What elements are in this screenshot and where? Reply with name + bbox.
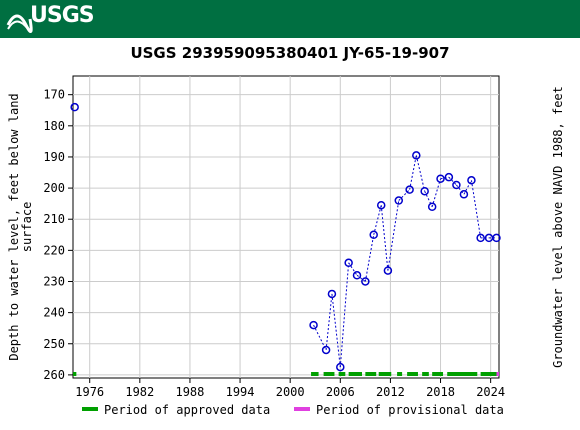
y-axis-label-left-line1: Depth to water level, feet below land	[7, 93, 21, 360]
left-tick-label: 260	[43, 368, 65, 382]
approved-period-bar	[323, 372, 335, 376]
usgs-logo-icon	[6, 14, 33, 33]
data-point	[309, 320, 318, 330]
series-connector	[380, 205, 389, 271]
x-axis: 1976 1982 1988 1994 2000 2006 2012 2018 2024	[75, 378, 505, 399]
series-connector	[409, 155, 417, 190]
series-connector	[325, 293, 333, 351]
series-connector	[364, 234, 375, 282]
series-connector	[387, 200, 400, 271]
x-tick-label: 2012	[376, 385, 405, 399]
x-tick-label: 2018	[426, 385, 455, 399]
left-tick-label: 220	[43, 243, 65, 257]
y-axis-label-right: Groundwater level above NAVD 1988, feet	[551, 86, 565, 368]
data-point	[352, 271, 362, 280]
approved-period-bar	[422, 372, 429, 376]
data-point	[492, 233, 501, 243]
series-connector	[339, 262, 350, 368]
chart-title: USGS 293959095380401 JY-65-19-907	[130, 44, 450, 62]
approved-period-bar	[447, 372, 478, 376]
grid-lines	[73, 76, 499, 378]
approved-period-bar	[407, 372, 418, 376]
legend-provisional-label: Period of provisional data	[316, 403, 504, 417]
approved-period-bar	[338, 372, 346, 376]
data-point	[336, 362, 345, 372]
data-point	[427, 202, 437, 212]
left-tick-label: 180	[43, 119, 65, 133]
x-tick-label: 1976	[75, 385, 104, 399]
usgs-banner: USGS	[0, 0, 580, 38]
data-point	[405, 185, 414, 194]
data-point	[420, 186, 429, 196]
approved-period-bar	[397, 372, 403, 376]
series-connector	[431, 178, 442, 207]
data-point	[444, 172, 454, 182]
data-point	[327, 289, 337, 299]
series-connector	[373, 205, 382, 235]
approved-period-bar	[378, 372, 392, 376]
x-tick-label: 2000	[276, 385, 305, 399]
legend-approved-swatch	[82, 407, 98, 411]
series-connector	[448, 176, 457, 186]
approval-period-bars	[73, 372, 499, 376]
approved-period-bar	[480, 372, 497, 376]
series-connector	[415, 155, 426, 192]
left-tick-label: 210	[43, 212, 65, 226]
data-point	[361, 277, 370, 286]
data-point	[376, 200, 386, 210]
left-tick-label: 250	[43, 337, 65, 351]
x-tick-label: 1988	[175, 385, 204, 399]
data-point	[344, 258, 353, 268]
x-tick-label: 2006	[326, 385, 355, 399]
x-tick-label: 1994	[226, 385, 255, 399]
legend-provisional-swatch	[294, 407, 310, 411]
data-series	[70, 102, 501, 372]
data-point	[452, 180, 461, 190]
series-connector	[424, 190, 433, 207]
y-axis-label-left: Depth to water level, feet below landsur…	[7, 93, 34, 360]
data-point	[321, 345, 331, 355]
data-point	[476, 233, 485, 243]
approved-period-bar	[311, 372, 319, 376]
left-tick-label: 230	[43, 274, 65, 288]
left-tick-label: 170	[43, 88, 65, 102]
data-point	[459, 190, 469, 199]
series-connector	[456, 184, 465, 195]
approved-period-bar	[432, 372, 444, 376]
data-point	[467, 176, 476, 185]
plot-frame	[72, 75, 500, 379]
data-point	[436, 174, 445, 183]
approved-period-bar	[365, 372, 377, 376]
provisional-period-bar	[496, 372, 499, 376]
series-connector	[356, 274, 366, 282]
left-tick-label: 240	[43, 306, 65, 320]
data-point	[369, 230, 378, 240]
data-point	[70, 102, 79, 112]
series-connector	[348, 262, 358, 276]
approved-period-bar	[73, 372, 77, 376]
series-connector	[398, 189, 410, 201]
legend: Period of approved data Period of provisi…	[82, 403, 504, 417]
x-tick-label: 2024	[476, 385, 505, 399]
left-axis: 170 180 190 200 210 220 230 240 250 260	[43, 88, 73, 382]
usgs-logo-text: USGS	[30, 3, 95, 28]
left-tick-label: 200	[43, 181, 65, 195]
series-connector	[470, 180, 482, 238]
y-axis-label-left-line2: surface	[20, 202, 34, 253]
series-connector	[313, 324, 327, 351]
data-point	[383, 266, 393, 275]
data-point	[394, 196, 404, 205]
legend-approved-label: Period of approved data	[104, 403, 270, 417]
series-connector	[331, 293, 341, 368]
data-point	[412, 151, 421, 160]
series-connector	[463, 180, 472, 195]
left-tick-label: 190	[43, 150, 65, 164]
x-tick-label: 1982	[125, 385, 154, 399]
approved-period-bar	[348, 372, 363, 376]
